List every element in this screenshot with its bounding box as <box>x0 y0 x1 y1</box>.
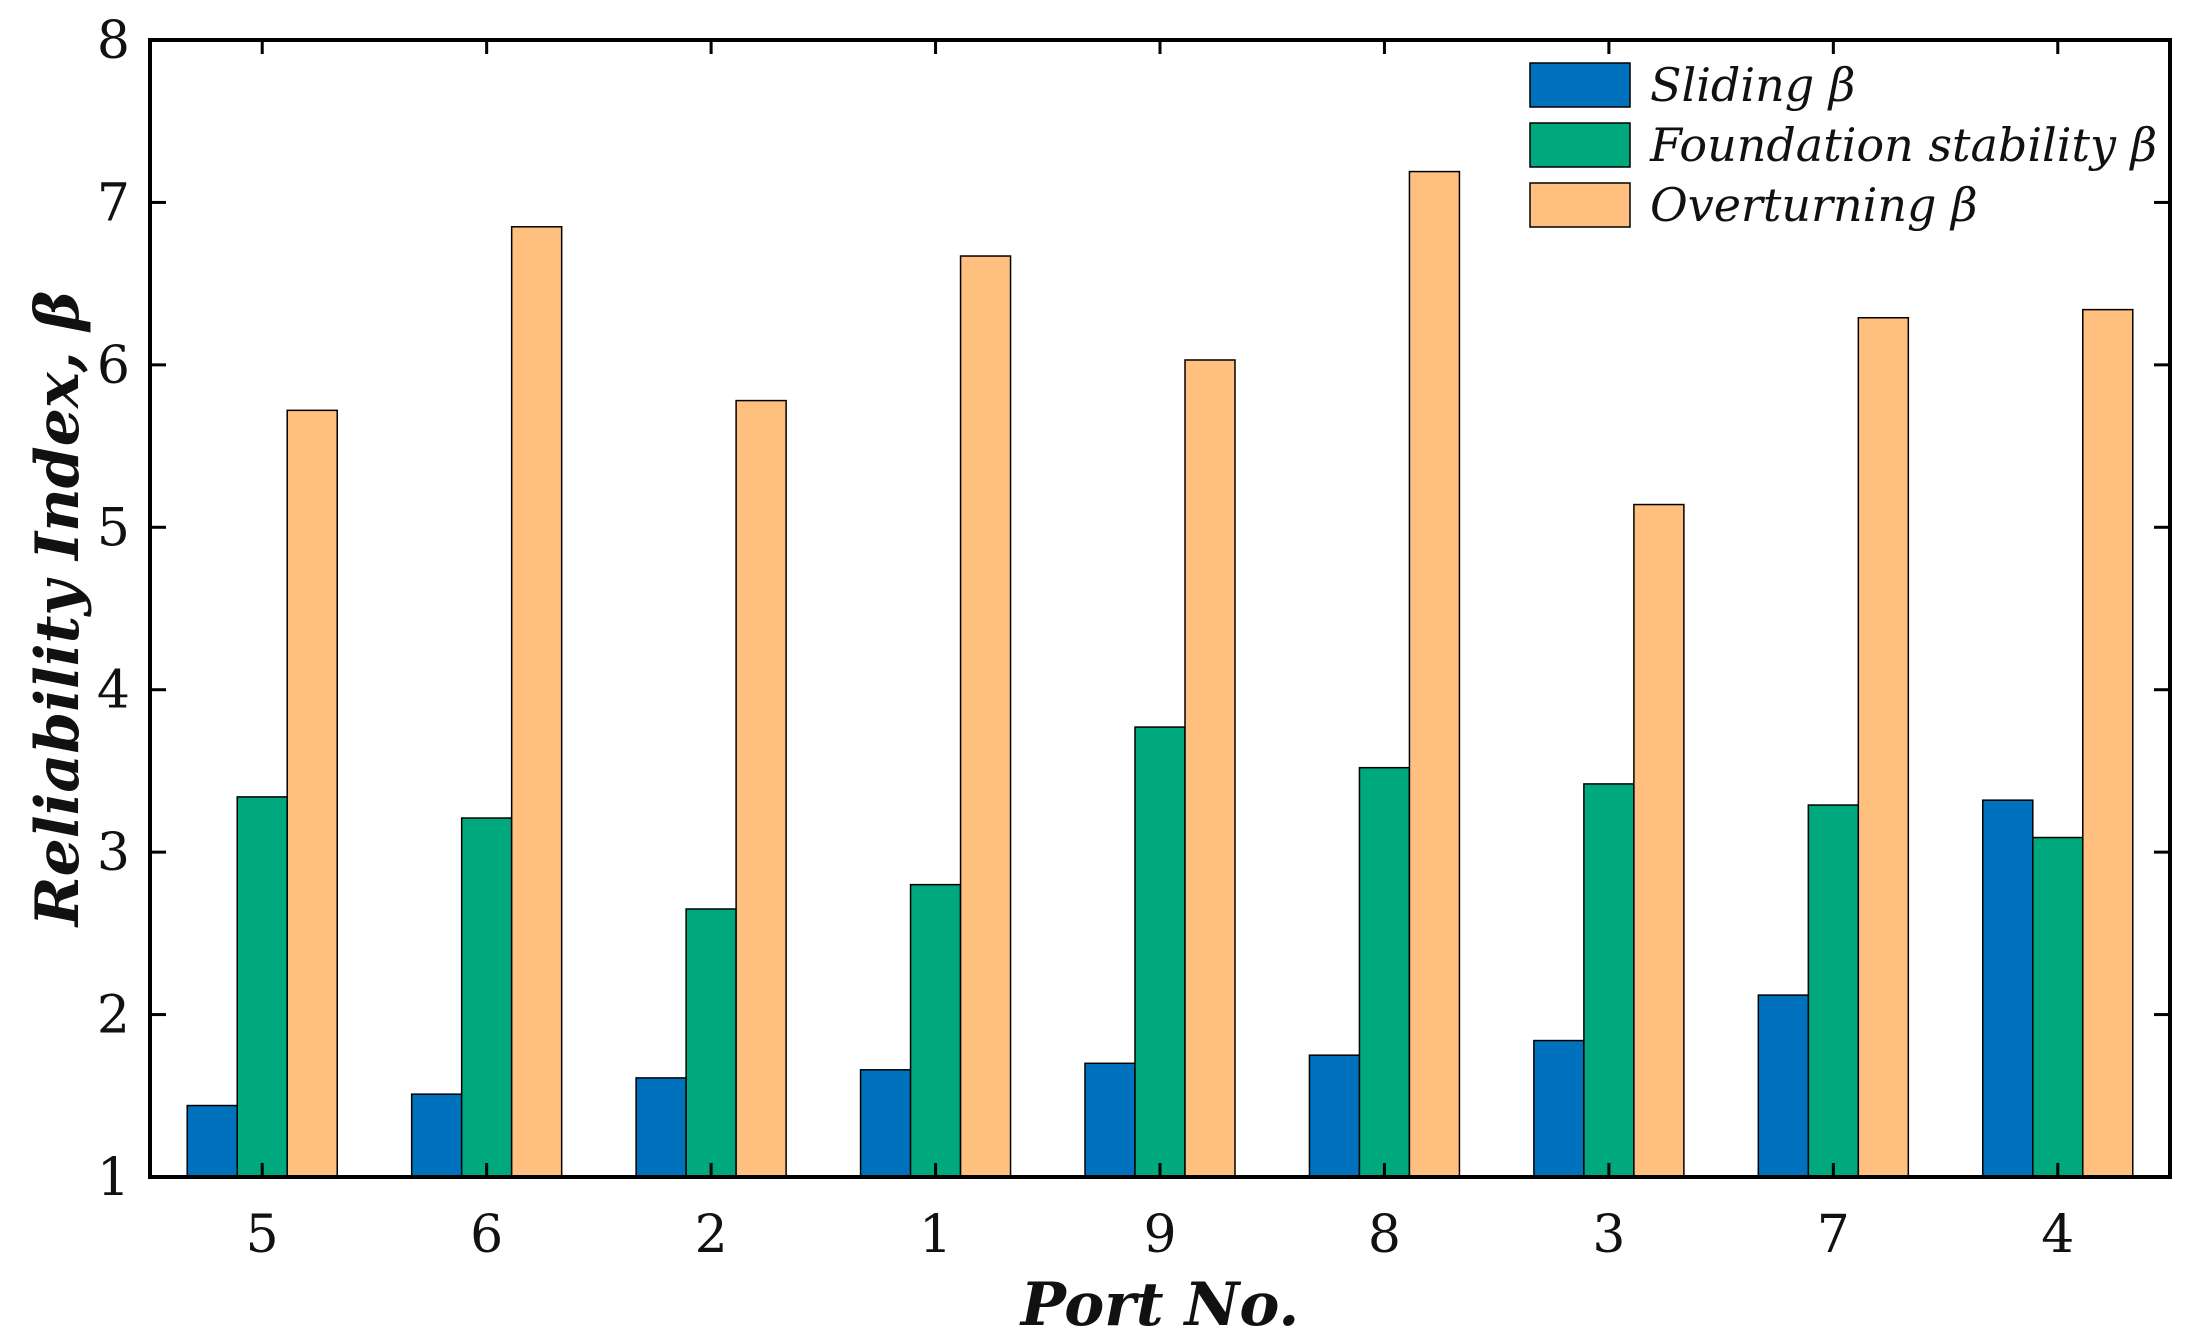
bar-sliding-port-4 <box>1982 799 2034 1178</box>
x-axis-title: Port No. <box>1019 1270 1299 1340</box>
bar-overturning-port-3 <box>1633 503 1685 1178</box>
bar-foundation-port-8 <box>1358 766 1411 1178</box>
x-tick-label: 5 <box>246 1205 279 1265</box>
tick-labels-group: 5 6 2 1 9 8 3 7 4 1 2 3 4 5 6 7 8 <box>97 11 2074 1265</box>
y-tick-label: 5 <box>97 498 130 558</box>
plot-frame <box>148 38 2172 1179</box>
legend-label-2: Foundation stability β <box>1649 118 2157 172</box>
y-tick-label: 8 <box>97 11 130 71</box>
bar-sliding-port-6 <box>410 1093 463 1178</box>
x-tick-label: 7 <box>1817 1205 1850 1265</box>
bar-overturning-port-2 <box>735 399 787 1178</box>
x-tick-label: 1 <box>919 1205 952 1265</box>
bar-sliding-port-9 <box>1084 1062 1136 1178</box>
y-tick-label: 6 <box>97 336 130 396</box>
bar-sliding-port-8 <box>1308 1054 1361 1178</box>
bar-sliding-port-2 <box>635 1077 687 1178</box>
bar-sliding-port-1 <box>859 1069 912 1178</box>
bar-overturning-port-7 <box>1857 317 1910 1178</box>
y-axis-title: Reliability Index, β <box>23 291 93 929</box>
bar-overturning-port-6 <box>510 226 563 1178</box>
y-tick-label: 2 <box>97 986 130 1046</box>
bar-foundation-port-1 <box>909 883 962 1178</box>
legend-label-3: Overturning β <box>1650 178 1978 232</box>
bar-sliding-port-5 <box>186 1104 238 1178</box>
x-tick-label: 3 <box>1592 1205 1625 1265</box>
bar-sliding-port-7 <box>1757 994 1810 1178</box>
bar-foundation-port-7 <box>1807 804 1860 1178</box>
y-tick-label: 4 <box>97 661 130 721</box>
bar-overturning-port-9 <box>1184 359 1236 1178</box>
bar-overturning-port-1 <box>959 255 1012 1178</box>
legend-swatch-3 <box>1529 182 1631 228</box>
legend: Sliding β Foundation stability β Overturni… <box>1529 58 2157 232</box>
bar-overturning-port-5 <box>286 409 338 1178</box>
legend-swatch-2 <box>1529 122 1631 168</box>
legend-swatch-1 <box>1529 62 1631 108</box>
x-tick-label: 2 <box>695 1205 728 1265</box>
x-tick-label: 8 <box>1368 1205 1401 1265</box>
x-tick-label: 4 <box>2041 1205 2074 1265</box>
y-tick-label: 7 <box>97 173 130 233</box>
x-tick-label: 9 <box>1143 1205 1176 1265</box>
y-tick-label: 1 <box>97 1148 130 1208</box>
bar-foundation-port-5 <box>236 796 288 1178</box>
bar-foundation-port-2 <box>685 908 737 1178</box>
bar-foundation-port-6 <box>460 817 513 1178</box>
legend-label-1: Sliding β <box>1650 58 1855 112</box>
bar-foundation-port-3 <box>1583 783 1635 1178</box>
bar-sliding-port-3 <box>1533 1039 1585 1178</box>
x-tick-label: 6 <box>470 1205 503 1265</box>
bar-foundation-port-4 <box>2032 836 2084 1178</box>
bar-overturning-port-4 <box>2082 308 2134 1178</box>
bar-foundation-port-9 <box>1134 726 1186 1178</box>
bar-overturning-port-8 <box>1408 170 1461 1178</box>
bars-group <box>186 170 2134 1178</box>
y-tick-label: 3 <box>97 823 130 883</box>
ticks-group <box>150 38 2170 1179</box>
